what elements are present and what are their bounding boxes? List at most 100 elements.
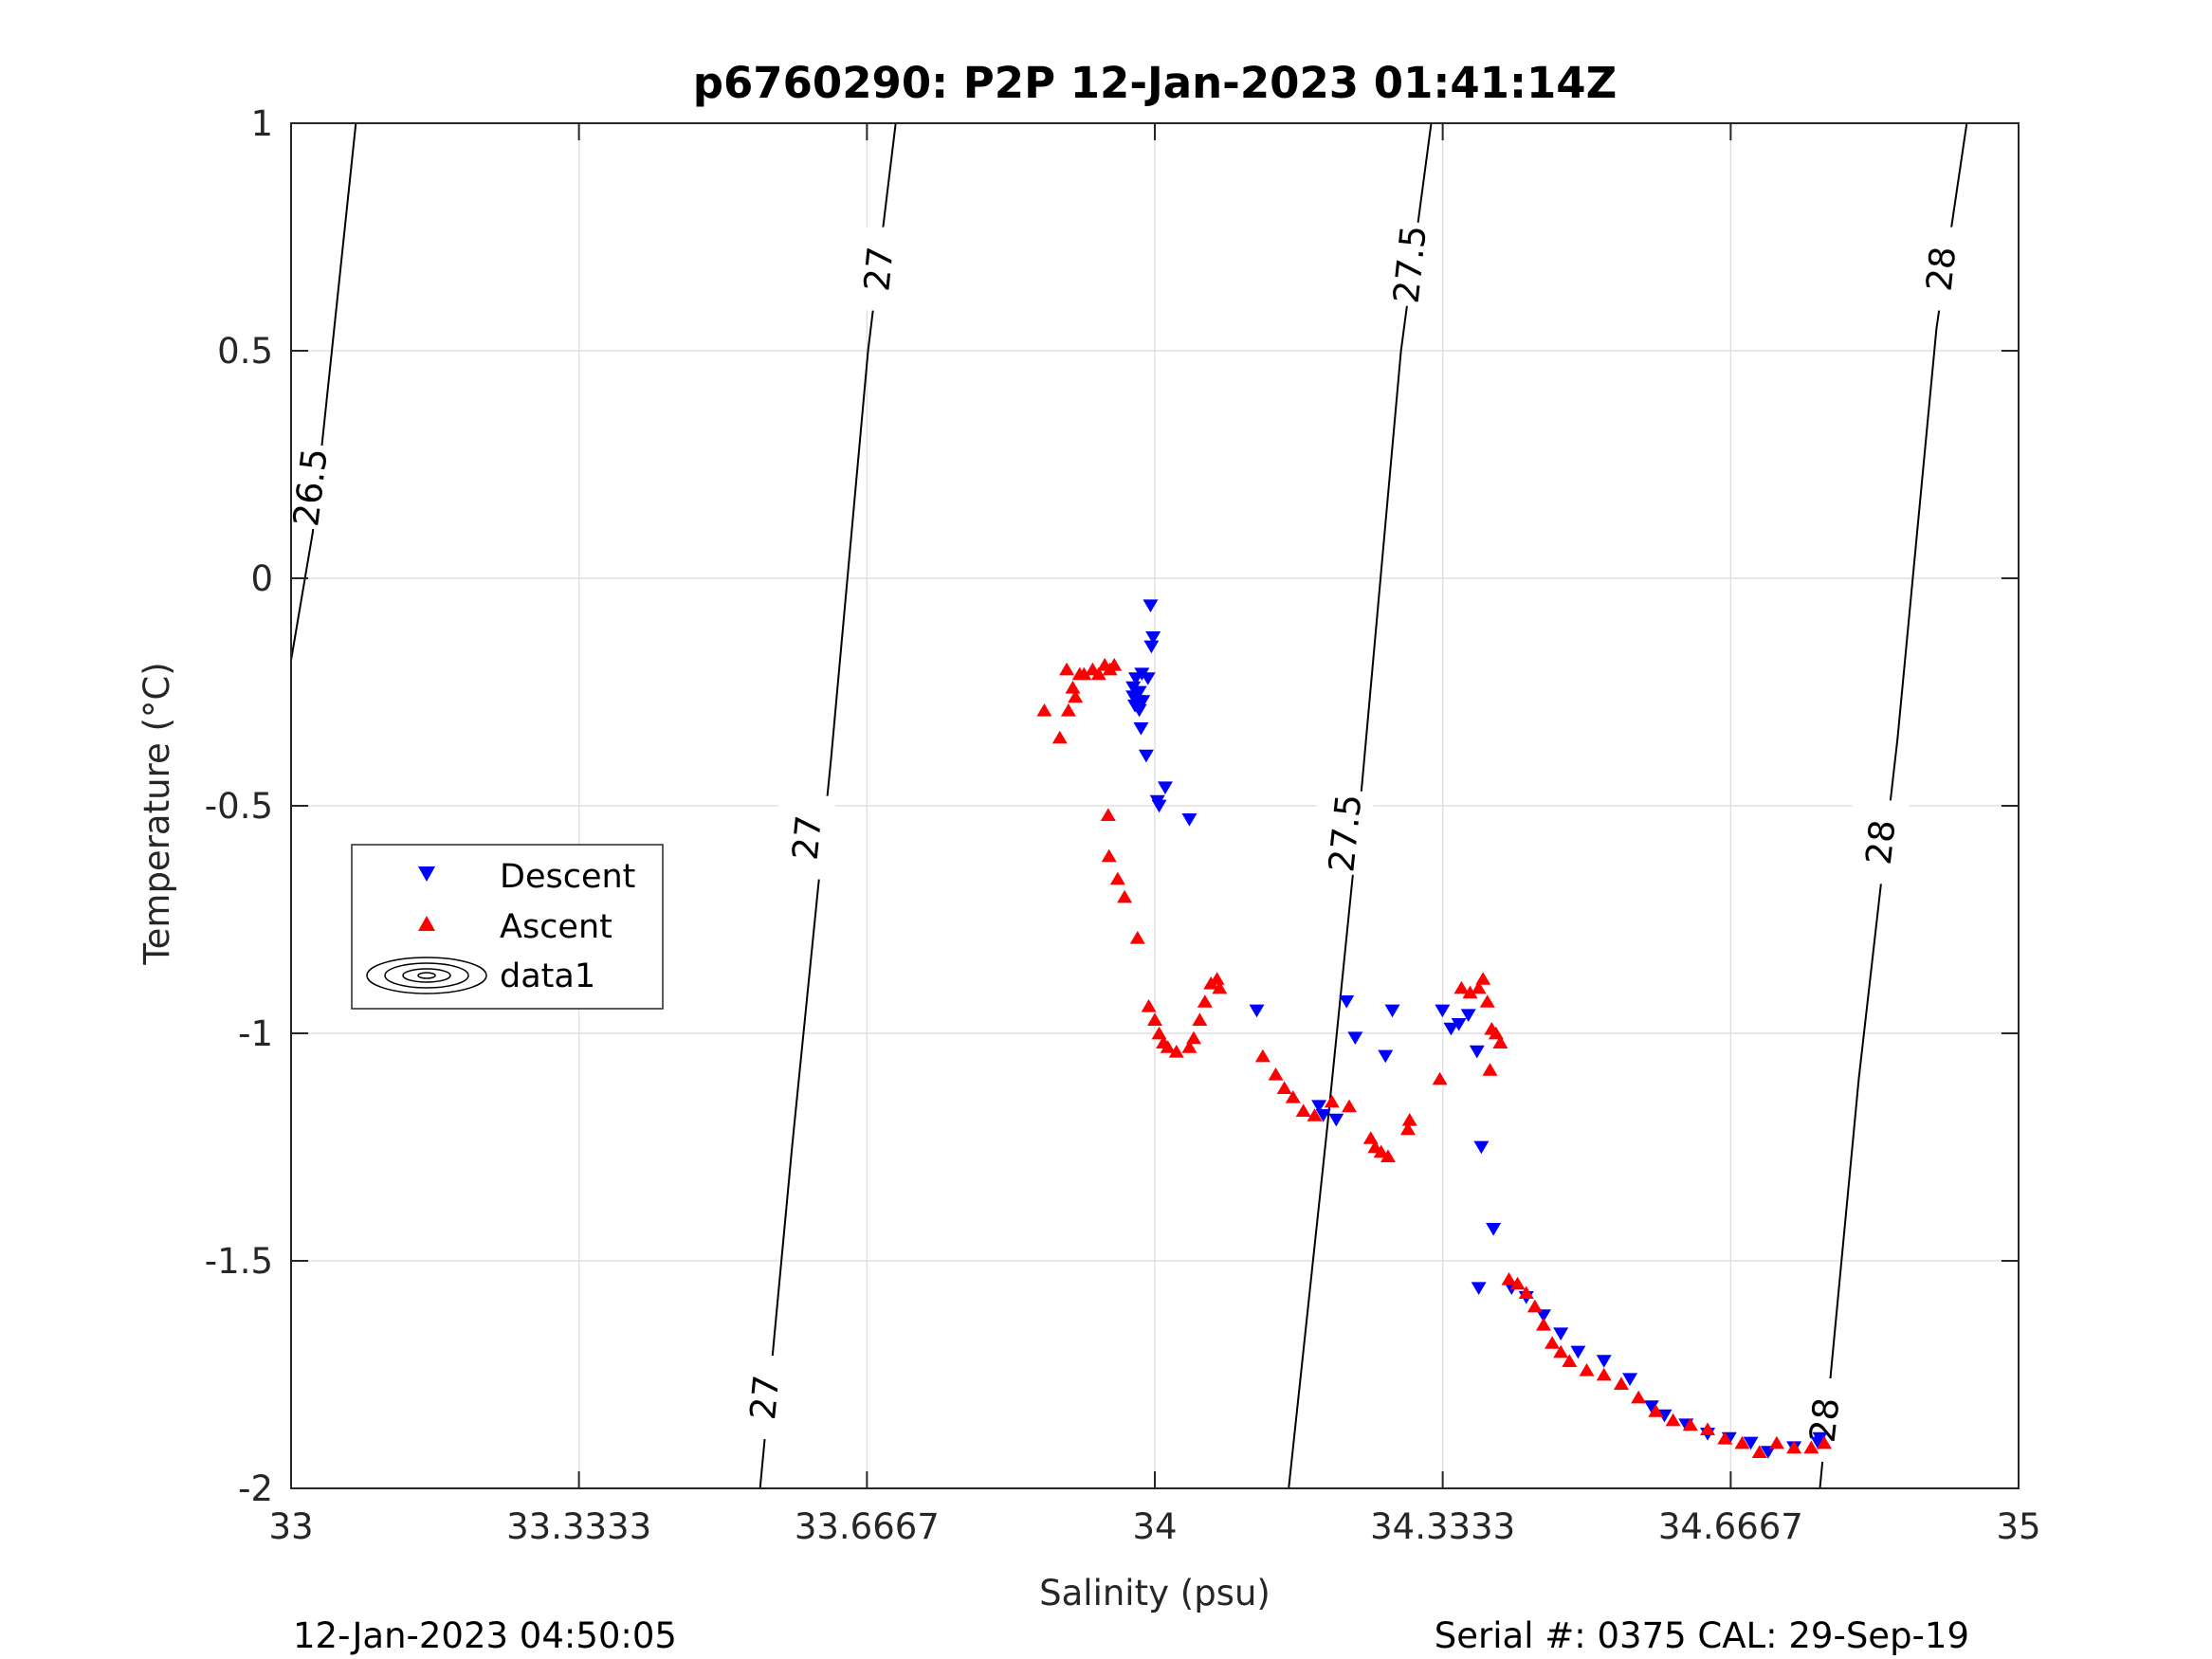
ascent-point [1518, 1285, 1534, 1299]
legend-descent-label: Descent [500, 858, 635, 896]
contour-label: 27 [856, 245, 901, 293]
ascent-point [1106, 658, 1123, 671]
ascent-point [1373, 1144, 1389, 1158]
descent-point [1347, 1031, 1363, 1045]
ascent-point [1399, 1121, 1416, 1136]
ascent-point [1324, 1094, 1340, 1108]
ascent-point [1212, 980, 1228, 994]
ascent-point [1380, 1149, 1396, 1162]
descent-point [1249, 1004, 1265, 1018]
ascent-point [1475, 972, 1491, 985]
descent-point [1127, 672, 1143, 685]
descent-point [1157, 781, 1173, 794]
contour-label: 27.5 [1386, 224, 1435, 305]
contour-label-mask [850, 227, 907, 311]
ascent-point [1717, 1431, 1733, 1445]
ascent-point [1192, 1012, 1208, 1026]
ascent-point [1109, 871, 1125, 885]
legend-box [351, 844, 664, 1010]
ascent-point [1160, 1040, 1176, 1053]
ascent-point [1482, 1063, 1498, 1076]
descent-point [1812, 1431, 1828, 1446]
legend-ascent-label: Ascent [500, 908, 612, 946]
ascent-point [1209, 972, 1225, 985]
contour-label-mask [1316, 791, 1374, 875]
ascent-point [1268, 1067, 1284, 1081]
contour-label-mask [1912, 227, 1970, 311]
chart-title: p6760290: P2P 12-Jan-2023 01:41:14Z [693, 58, 1618, 108]
descent-point [1570, 1345, 1586, 1359]
descent-point [1378, 1049, 1394, 1064]
ascent-point [1147, 1012, 1162, 1026]
y-tick-label: 1 [250, 103, 273, 144]
descent-point [1135, 695, 1151, 708]
contour-label: 27 [742, 1373, 787, 1421]
descent-point [1384, 1004, 1400, 1018]
descent-point [1181, 813, 1197, 827]
ascent-point [1492, 1035, 1508, 1048]
descent-point [1471, 1282, 1487, 1295]
footer-timestamp: 12-Jan-2023 04:50:05 [293, 1615, 677, 1656]
contour-line-26.5 [290, 122, 357, 661]
ascent-point [1100, 808, 1116, 821]
descent-point [1486, 1223, 1502, 1236]
y-axis-label: Temperature (°C) [137, 662, 177, 965]
descent-point [1435, 1004, 1451, 1018]
x-tick-label: 35 [1996, 1506, 2040, 1547]
contour-label: 26.5 [285, 447, 336, 529]
ascent-point [1553, 1344, 1569, 1358]
ascent-point [1526, 1299, 1543, 1313]
descent-point [1151, 799, 1167, 813]
descent-point [1643, 1400, 1659, 1413]
descent-point [1535, 1309, 1551, 1322]
ascent-point [1051, 730, 1068, 744]
descent-point [1469, 1045, 1485, 1059]
ascent-point [1648, 1404, 1664, 1417]
descent-series [1125, 599, 1828, 1459]
ascent-point [1471, 980, 1487, 994]
ascent-point [1117, 889, 1133, 903]
x-tick-label: 34.6667 [1658, 1506, 1803, 1547]
ascent-point [1488, 1026, 1504, 1040]
ascent-point [1613, 1376, 1629, 1390]
y-tick-label: 0 [250, 558, 273, 599]
descent-point [1760, 1446, 1776, 1459]
descent-point [1145, 631, 1161, 645]
ascent-point [1068, 689, 1084, 703]
ascent-point [1059, 662, 1075, 676]
x-tick-label: 34 [1132, 1506, 1177, 1547]
ascent-point [1665, 1413, 1681, 1427]
ascent-point [1295, 1103, 1311, 1117]
ascent-point [1168, 1045, 1184, 1058]
y-tick-label: 0.5 [217, 331, 273, 372]
ascent-point [1076, 666, 1092, 681]
ascent-point [1101, 848, 1117, 863]
ascent-point [1151, 1026, 1167, 1040]
ascent-point [1401, 1113, 1417, 1126]
descent-point [1143, 640, 1160, 654]
descent-point [1131, 703, 1147, 718]
contour-label-mask [777, 795, 835, 880]
y-tick-label: -2 [238, 1468, 273, 1509]
ascent-point [1254, 1048, 1271, 1063]
ascent-series [1036, 658, 1833, 1458]
contour-label: 27 [785, 813, 830, 862]
ascent-point [1065, 681, 1081, 694]
descent-point [1140, 672, 1156, 685]
ascent-point [1682, 1417, 1698, 1431]
ascent-point [1803, 1440, 1819, 1454]
descent-point [1553, 1327, 1569, 1340]
ascent-point [1562, 1354, 1578, 1367]
ascent-point [1341, 1099, 1357, 1113]
ascent-point [1734, 1435, 1750, 1449]
ascent-point [1700, 1422, 1716, 1435]
legend: Descent Ascent data1 [351, 844, 664, 1010]
ascent-point [1129, 931, 1145, 944]
x-tick-label: 34.3333 [1370, 1506, 1515, 1547]
contour-label: 28 [1919, 245, 1965, 293]
ascent-point [1596, 1367, 1612, 1381]
ascent-point [1036, 703, 1052, 717]
ascent-point [1432, 1071, 1448, 1085]
